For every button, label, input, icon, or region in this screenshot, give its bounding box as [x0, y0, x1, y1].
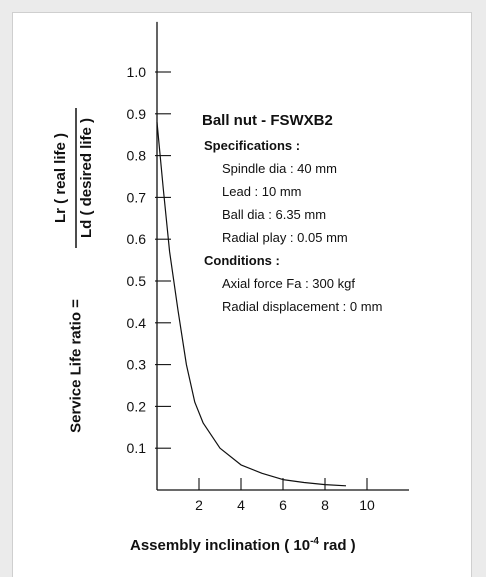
- y-axis-title: Service Life ratio = Lr ( real life ) Ld…: [52, 108, 95, 433]
- y-tick-label: 0.7: [127, 189, 147, 205]
- x-axis-title-unit: rad ): [319, 537, 356, 554]
- cond-item: Radial displacement : 0 mm: [222, 299, 382, 314]
- y-axis-denominator: Ld ( desired life ): [78, 118, 95, 238]
- cond-header: Conditions :: [204, 253, 280, 268]
- cond-item: Axial force Fa : 300 kgf: [222, 276, 355, 291]
- y-tick-label: 0.2: [127, 398, 147, 414]
- y-tick-label: 0.4: [127, 315, 147, 331]
- x-tick-label: 6: [279, 497, 287, 513]
- y-tick-label: 0.3: [127, 357, 147, 373]
- spec-item: Ball dia : 6.35 mm: [222, 207, 326, 222]
- y-tick-label: 0.5: [127, 273, 147, 289]
- x-axis-title: Assembly inclination ( 10-4 rad ): [130, 536, 356, 554]
- y-tick-label: 1.0: [127, 64, 147, 80]
- y-tick-label: 0.8: [127, 148, 147, 164]
- spec-item: Radial play : 0.05 mm: [222, 230, 348, 245]
- y-tick-label: 0.9: [127, 106, 147, 122]
- chart-panel: [12, 12, 472, 577]
- life-ratio-curve: [156, 122, 347, 487]
- x-ticks: 2 4 6 8 10: [195, 478, 375, 513]
- spec-item: Spindle dia : 40 mm: [222, 161, 337, 176]
- x-tick-label: 4: [237, 497, 245, 513]
- axes: [156, 21, 409, 491]
- annotation-title: Ball nut - FSWXB2: [202, 112, 333, 129]
- x-tick-label: 8: [321, 497, 329, 513]
- x-tick-label: 2: [195, 497, 203, 513]
- y-tick-label: 0.1: [127, 440, 147, 456]
- spec-item: Lead : 10 mm: [222, 184, 302, 199]
- y-axis-numerator: Lr ( real life ): [52, 133, 69, 223]
- x-axis-title-exponent: -4: [310, 536, 319, 547]
- spec-header: Specifications :: [204, 138, 300, 153]
- y-tick-label: 0.6: [127, 231, 147, 247]
- series: [156, 122, 347, 487]
- y-axis-title-prefix: Service Life ratio =: [68, 299, 85, 433]
- x-axis-title-main: Assembly inclination ( 10: [130, 537, 310, 554]
- y-ticks: 0.1 0.2 0.3 0.4 0.5 0.6 0.7 0.8 0.9 1.0: [127, 64, 171, 456]
- x-tick-label: 10: [359, 497, 375, 513]
